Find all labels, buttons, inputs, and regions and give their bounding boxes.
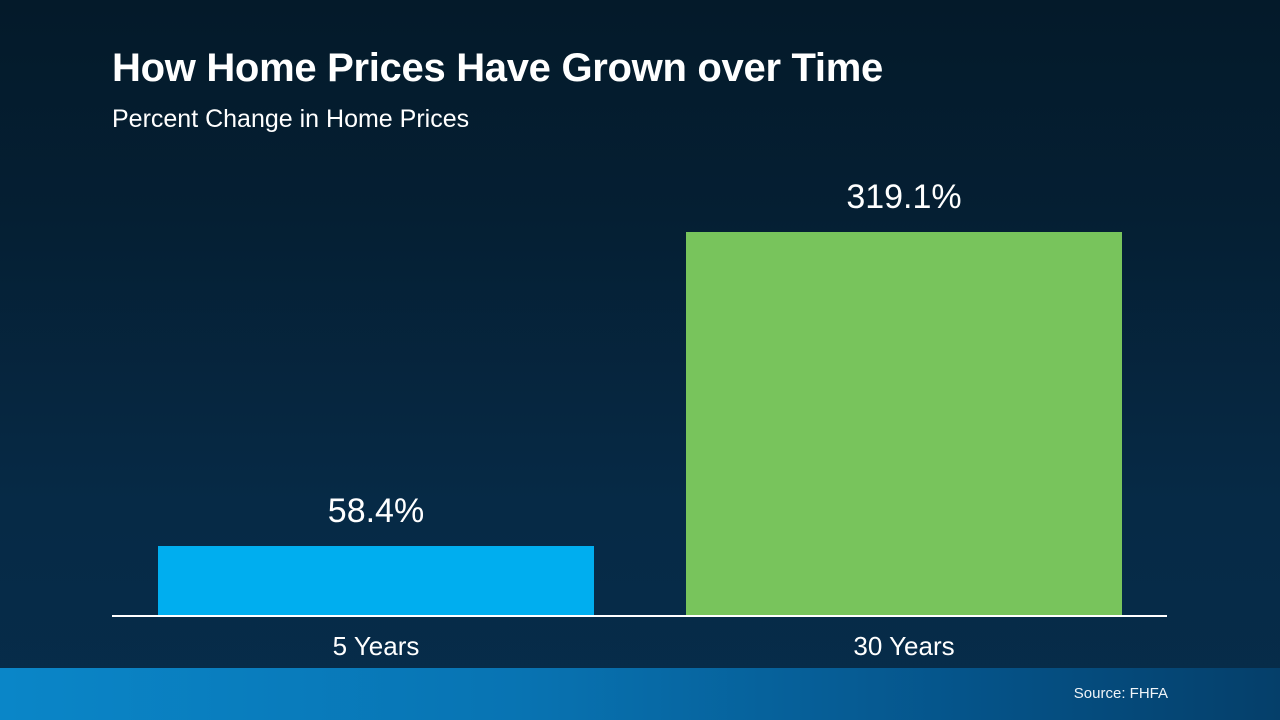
chart-subtitle: Percent Change in Home Prices	[112, 105, 470, 133]
bar-5-years	[158, 546, 594, 616]
chart-title: How Home Prices Have Grown over Time	[112, 46, 883, 90]
footer-band: Source: FHFA	[0, 668, 1280, 720]
category-label-30-years: 30 Years	[853, 631, 955, 661]
plot-area: 58.4% 319.1%	[112, 160, 1167, 616]
source-note: Source: FHFA	[1073, 685, 1168, 702]
bar-value-label-30-years: 319.1%	[846, 178, 962, 216]
bar-30-years	[686, 232, 1122, 616]
bar-value-label-5-years: 58.4%	[327, 492, 425, 530]
category-label-5-years: 5 Years	[332, 631, 420, 661]
x-axis-line	[112, 615, 1167, 617]
